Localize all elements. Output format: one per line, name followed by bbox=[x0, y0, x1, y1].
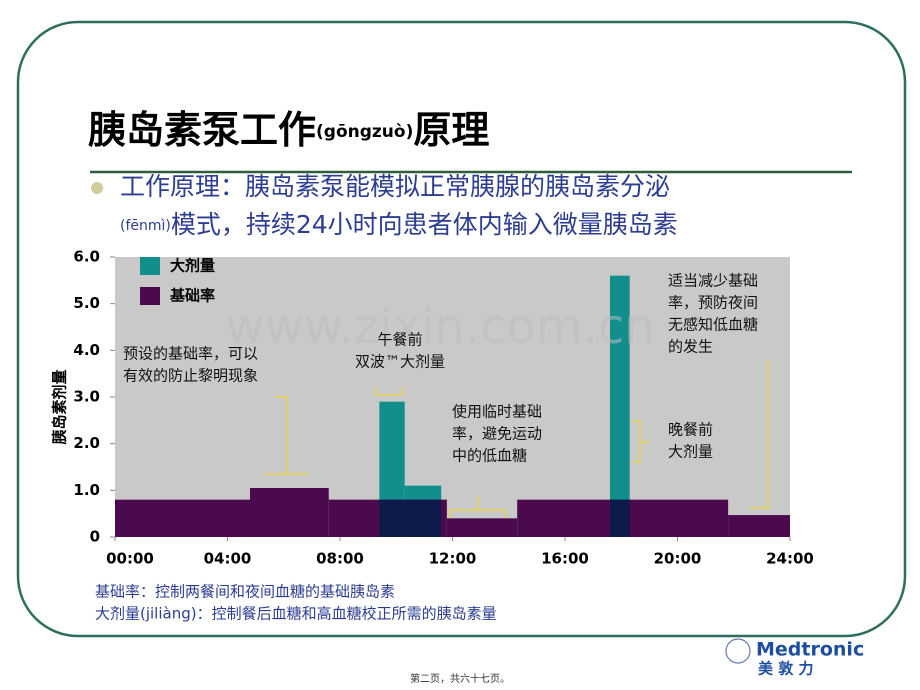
watermark: www.zixin.com.cn bbox=[225, 299, 654, 355]
bar bbox=[115, 499, 250, 537]
y-tick-label: 4.0 bbox=[73, 341, 100, 359]
bullet-line: (fēnmì)模式，持续24小时向患者体内输入微量胰岛素 bbox=[120, 210, 678, 239]
bracket bbox=[265, 396, 308, 475]
annotation: 双波™大剂量 bbox=[355, 353, 445, 371]
note: 基础率：控制两餐间和夜间血糖的基础胰岛素 bbox=[95, 583, 395, 601]
logo-chinese: 美 敦 力 bbox=[758, 660, 813, 678]
bullet-line: 工作原理：胰岛素泵能模拟正常胰腺的胰岛素分泌 bbox=[120, 172, 670, 201]
title-main: 胰岛素泵工作 bbox=[88, 108, 316, 152]
y-tick-label: 6.0 bbox=[73, 248, 100, 266]
title: 胰岛素泵工作(gōngzuò)原理 bbox=[88, 108, 489, 152]
y-axis-label: 胰岛素剂量 bbox=[51, 369, 69, 444]
annotation: 使用临时基础 bbox=[452, 403, 542, 421]
bar bbox=[446, 518, 518, 537]
bullet-rest: 模式，持续24小时向患者体内输入微量胰岛素 bbox=[171, 210, 678, 239]
x-tick-label: 12:00 bbox=[429, 550, 477, 568]
annotation: 预设的基础率，可以 bbox=[123, 345, 258, 363]
annotation: 有效的防止黎明现象 bbox=[123, 367, 258, 385]
overlap bbox=[404, 499, 442, 537]
x-tick-label: 04:00 bbox=[204, 550, 252, 568]
title-pinyin: (gōngzuò) bbox=[316, 122, 413, 142]
annotation: 晚餐前 bbox=[668, 421, 713, 439]
bullet-dot bbox=[91, 182, 103, 194]
legend-swatch bbox=[140, 257, 160, 275]
overlap bbox=[379, 499, 405, 537]
bracket bbox=[750, 360, 770, 509]
bracket bbox=[449, 496, 506, 518]
x-tick-label: 16:00 bbox=[541, 550, 589, 568]
annotation: 无感知低血糖 bbox=[668, 316, 758, 334]
annotation: 适当减少基础 bbox=[668, 272, 758, 290]
note: 大剂量(jiliàng)：控制餐后血糖和高血糖校正所需的胰岛素量 bbox=[95, 605, 497, 623]
y-tick-label: 1.0 bbox=[73, 481, 100, 499]
bracket bbox=[632, 420, 650, 463]
logo-brand: Medtronic bbox=[756, 639, 864, 661]
brackets bbox=[265, 360, 770, 518]
plot bbox=[115, 275, 790, 537]
legend-label: 大剂量 bbox=[170, 257, 215, 275]
bar bbox=[610, 275, 630, 537]
annotation: 大剂量 bbox=[668, 443, 713, 461]
bar bbox=[728, 515, 790, 537]
annotation: 率，避免运动 bbox=[452, 425, 542, 443]
x-tick-label: 20:00 bbox=[654, 550, 702, 568]
slide-frame bbox=[16, 20, 907, 638]
logo-icon bbox=[725, 638, 751, 664]
footer: 第二页，共六十七页。 bbox=[410, 672, 510, 685]
y-tick-label: 3.0 bbox=[73, 388, 100, 406]
x-tick-label: 08:00 bbox=[316, 550, 364, 568]
annotation: 午餐前 bbox=[377, 331, 422, 349]
x-tick-label: 00:00 bbox=[106, 550, 154, 568]
annotation: 率，预防夜间 bbox=[668, 294, 758, 312]
y-tick-label: 5.0 bbox=[73, 294, 100, 312]
overlap bbox=[610, 499, 630, 537]
y-tick-label: 0 bbox=[90, 528, 100, 546]
bar bbox=[250, 488, 329, 537]
legend-label: 基础率 bbox=[169, 287, 215, 305]
y-tick-label: 2.0 bbox=[73, 434, 100, 452]
bracket bbox=[375, 387, 403, 396]
plot-background bbox=[115, 257, 790, 537]
annotation: 中的低血糖 bbox=[452, 447, 527, 465]
legend-swatch bbox=[140, 287, 160, 305]
title-end: 原理 bbox=[413, 108, 489, 152]
bullet-pinyin: (fēnmì) bbox=[120, 218, 171, 234]
x-tick-label: 24:00 bbox=[766, 550, 814, 568]
annotation: 的发生 bbox=[668, 338, 713, 356]
